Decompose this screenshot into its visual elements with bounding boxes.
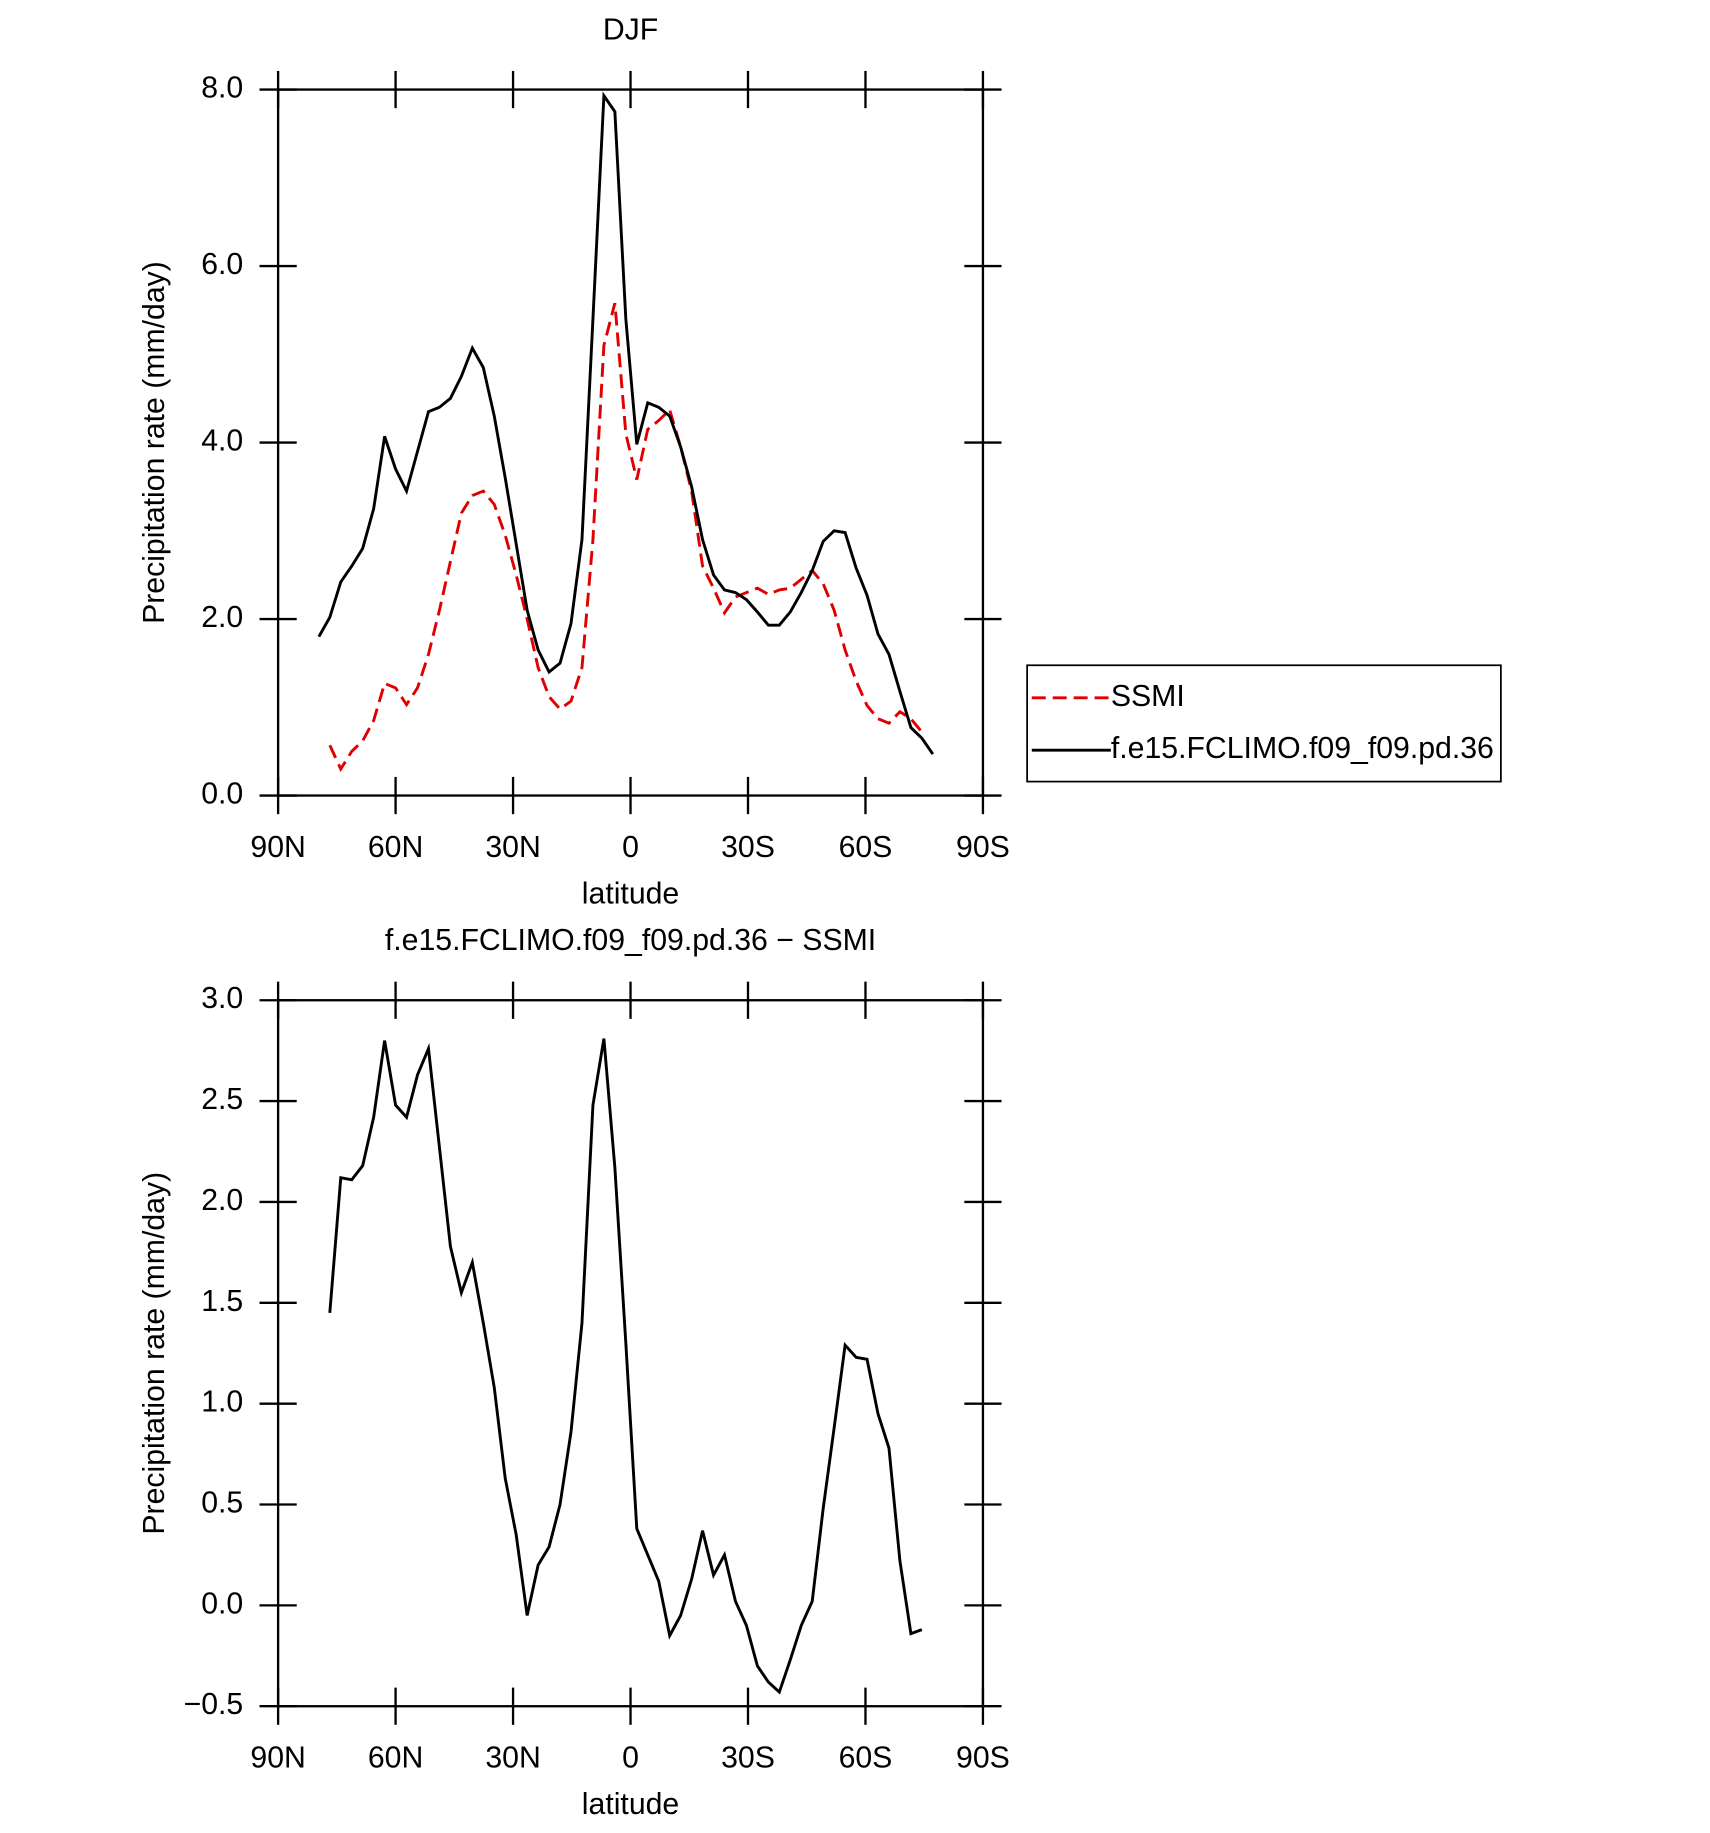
data-line <box>317 91 935 755</box>
x-tick-label: 90S <box>956 1742 1010 1775</box>
y-tick-label: 2.0 <box>201 1184 243 1217</box>
x-tick-label: 60S <box>839 1742 893 1775</box>
legend-label: SSMI <box>1111 680 1185 713</box>
y-tick-label: −0.5 <box>184 1688 244 1721</box>
y-tick-label: 6.0 <box>201 248 243 281</box>
y-tick-label: 8.0 <box>201 72 243 105</box>
x-tick-label: 60N <box>368 1742 423 1775</box>
x-axis-label: latitude <box>582 878 679 911</box>
y-tick-label: 4.0 <box>201 425 243 458</box>
y-tick-label: 1.5 <box>201 1285 243 1318</box>
y-tick-label: 2.0 <box>201 601 243 634</box>
x-tick-label: 30N <box>485 1742 540 1775</box>
x-axis-label: latitude <box>582 1788 679 1821</box>
y-tick-label: 2.5 <box>201 1083 243 1116</box>
legend-box <box>1026 664 1502 783</box>
y-tick-label: 0.0 <box>201 1587 243 1620</box>
x-tick-label: 30S <box>721 831 775 864</box>
y-axis-label: Precipitation rate (mm/day) <box>138 261 171 624</box>
plot-frame <box>276 999 985 1708</box>
legend-label: f.e15.FCLIMO.f09_f09.pd.36 <box>1111 732 1494 765</box>
y-tick-label: 1.0 <box>201 1386 243 1419</box>
x-tick-label: 0 <box>622 831 639 864</box>
x-tick-label: 90S <box>956 831 1010 864</box>
x-tick-label: 90N <box>250 831 305 864</box>
x-tick-label: 30S <box>721 1742 775 1775</box>
y-tick-label: 0.5 <box>201 1486 243 1519</box>
x-tick-label: 60N <box>368 831 423 864</box>
chart-title: f.e15.FCLIMO.f09_f09.pd.36 − SSMI <box>385 924 876 957</box>
x-tick-label: 0 <box>622 1742 639 1775</box>
chart-title: DJF <box>603 13 658 46</box>
x-tick-label: 30N <box>485 831 540 864</box>
data-line <box>328 302 923 773</box>
legend: SSMI f.e15.FCLIMO.f09_f09.pd.36 <box>1026 664 1502 783</box>
x-tick-label: 60S <box>839 831 893 864</box>
y-tick-label: 3.0 <box>201 982 243 1015</box>
y-axis-label: Precipitation rate (mm/day) <box>138 1172 171 1535</box>
data-line <box>328 1038 923 1695</box>
x-tick-label: 90N <box>250 1742 305 1775</box>
y-tick-label: 0.0 <box>201 778 243 811</box>
